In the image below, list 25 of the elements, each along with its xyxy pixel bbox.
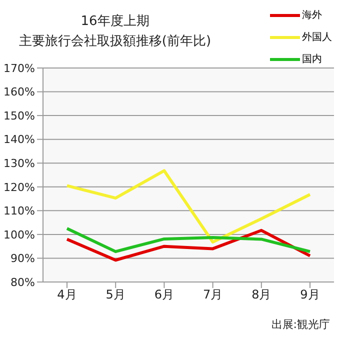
legend-label: 外国人 [302, 31, 332, 44]
legend-label: 国内 [302, 52, 322, 66]
y-tick-label: 140% [4, 133, 35, 146]
x-tick-label: 9月 [300, 288, 320, 302]
x-tick-label: 8月 [252, 288, 272, 302]
y-tick-label: 150% [4, 109, 35, 122]
y-tick-label: 100% [4, 228, 35, 242]
chart-subtitle: 主要旅行会社取扱額推移(前年比) [18, 33, 212, 51]
text: 出展:観光庁 [271, 317, 330, 332]
line-series [66, 227, 312, 254]
y-tick-label: 80% [10, 276, 35, 289]
x-tick-label: 5月 [106, 288, 126, 302]
legend-label: 海外 [302, 9, 322, 22]
chart-title: 16年度上期 [80, 13, 150, 31]
y-tick-label: 90% [10, 252, 35, 266]
y-tick-label: 160% [4, 86, 35, 99]
y-tick-label: 120% [4, 180, 35, 194]
x-tick-label: 7月 [202, 288, 223, 302]
line-series [66, 169, 312, 244]
line-series [66, 228, 312, 262]
x-tick-label: 4月 [57, 288, 77, 302]
y-tick-label: 170% [4, 62, 35, 75]
x-tick-label: 6月 [154, 288, 174, 302]
y-tick-label: 110% [4, 204, 35, 218]
y-tick-label: 130% [4, 157, 35, 170]
